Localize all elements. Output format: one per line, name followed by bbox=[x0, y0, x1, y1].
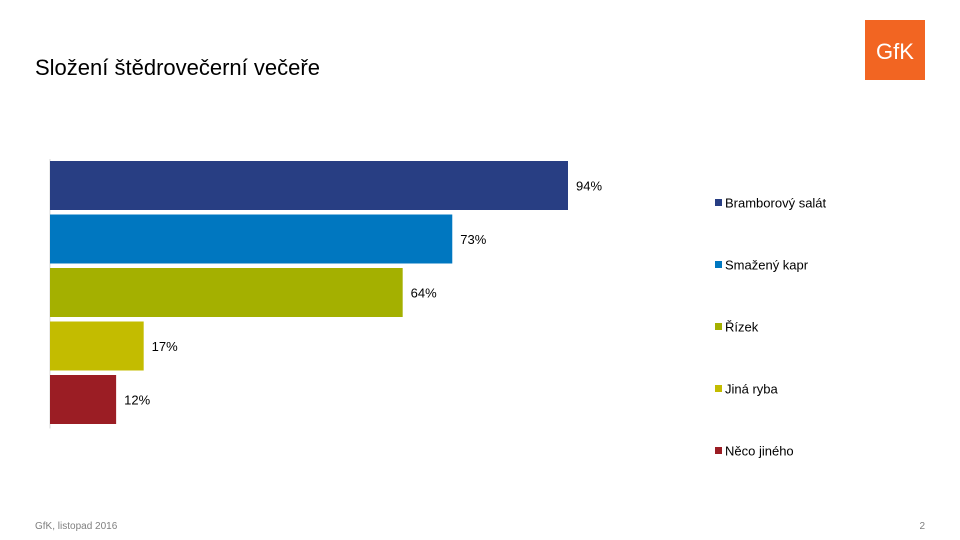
legend-label: Řízek bbox=[725, 320, 759, 335]
data-label: 64% bbox=[411, 286, 437, 301]
legend-swatch bbox=[715, 385, 722, 392]
gfk-logo-text: GfK bbox=[876, 39, 914, 64]
slide-title: Složení štědrovečerní večeře bbox=[35, 55, 320, 80]
bar-1 bbox=[50, 161, 568, 210]
bar-2 bbox=[50, 214, 453, 264]
legend-swatch bbox=[715, 261, 722, 268]
legend-swatch bbox=[715, 323, 722, 330]
legend-label: Jiná ryba bbox=[725, 382, 779, 397]
gfk-logo: GfK bbox=[865, 20, 925, 80]
legend-label: Smažený kapr bbox=[725, 258, 809, 273]
data-label: 94% bbox=[576, 179, 602, 194]
data-label: 73% bbox=[460, 232, 486, 247]
data-label: 17% bbox=[152, 339, 178, 354]
legend-swatch bbox=[715, 447, 722, 454]
legend-label: Bramborový salát bbox=[725, 196, 827, 211]
footer-source: GfK, listopad 2016 bbox=[35, 521, 118, 532]
bar-5 bbox=[50, 375, 117, 424]
legend-swatch bbox=[715, 199, 722, 206]
gfk-logo-icon: GfK bbox=[876, 39, 914, 64]
data-label: 12% bbox=[124, 393, 150, 408]
page-number: 2 bbox=[919, 521, 925, 532]
bar-3 bbox=[50, 268, 403, 317]
bar-4 bbox=[50, 321, 144, 371]
legend-label: Něco jiného bbox=[725, 444, 794, 459]
